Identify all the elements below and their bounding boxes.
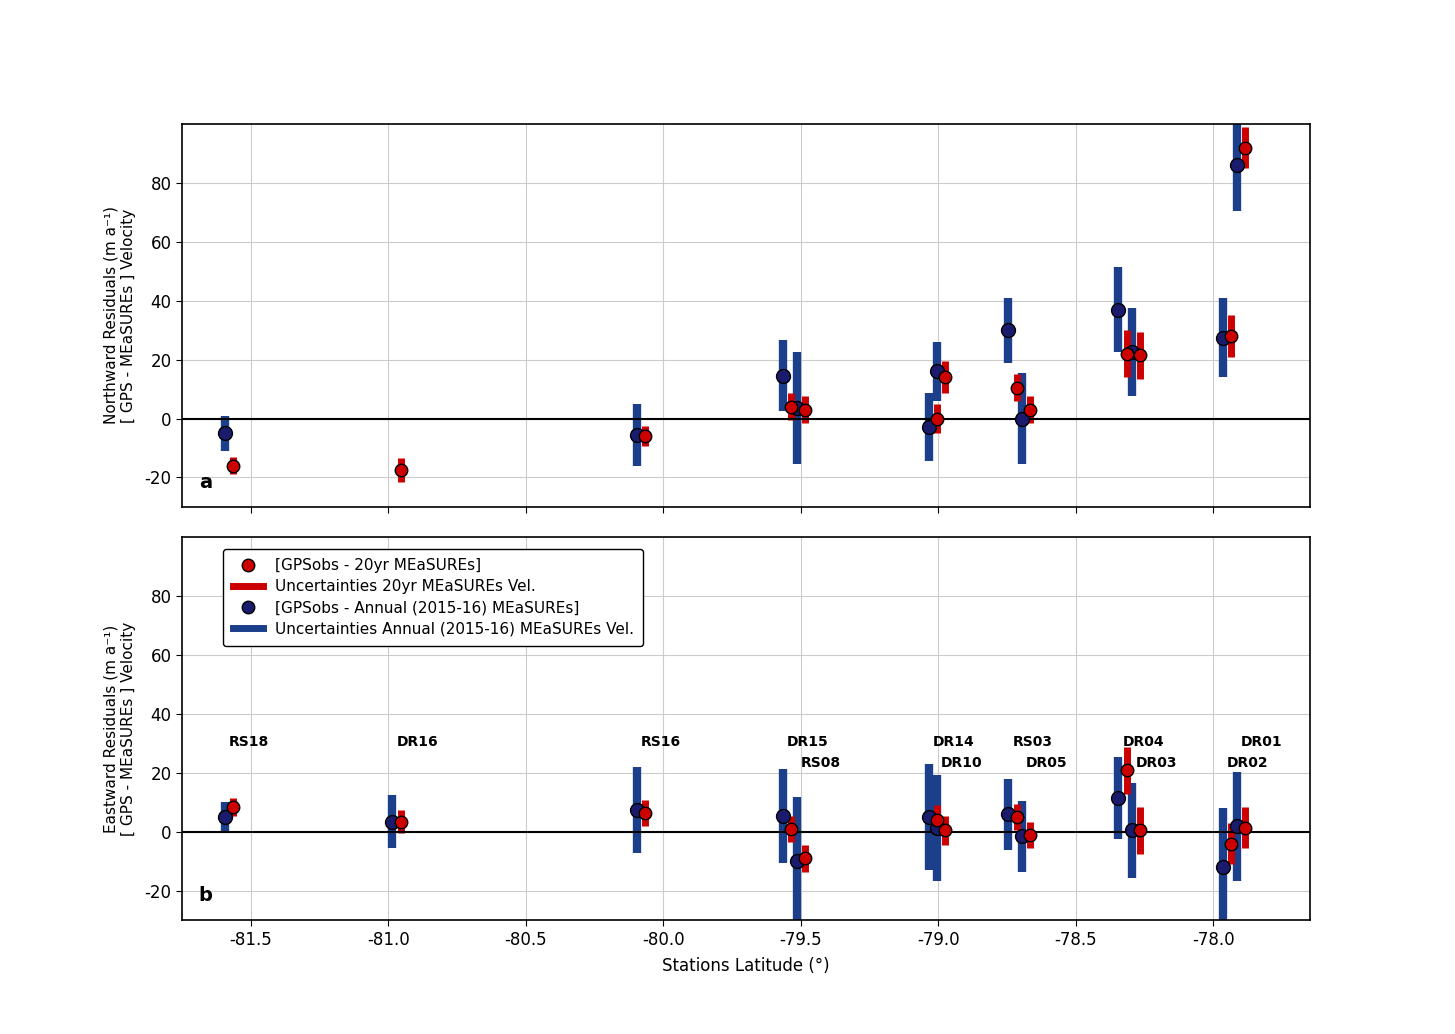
Text: b: b <box>199 886 212 905</box>
Text: DR16: DR16 <box>396 735 438 750</box>
Text: DR02: DR02 <box>1227 756 1269 770</box>
Text: DR05: DR05 <box>1026 756 1068 770</box>
Text: RS18: RS18 <box>228 735 269 750</box>
Text: a: a <box>199 473 212 491</box>
Text: DR01: DR01 <box>1241 735 1282 750</box>
Text: DR10: DR10 <box>941 756 982 770</box>
Text: DR15: DR15 <box>787 735 829 750</box>
Y-axis label: Eastward Residuals (m a⁻¹)
[ GPS - MEaSUREs ] Velocity: Eastward Residuals (m a⁻¹) [ GPS - MEaSU… <box>103 621 137 837</box>
Text: RS08: RS08 <box>800 756 841 770</box>
Text: DR14: DR14 <box>933 735 975 750</box>
X-axis label: Stations Latitude (°): Stations Latitude (°) <box>662 957 829 975</box>
Y-axis label: Northward Residuals (m a⁻¹)
[ GPS - MEaSUREs ] Velocity: Northward Residuals (m a⁻¹) [ GPS - MEaS… <box>103 207 137 425</box>
Legend: [GPSobs - 20yr MEaSUREs], Uncertainties 20yr MEaSUREs Vel., [GPSobs - Annual (20: [GPSobs - 20yr MEaSUREs], Uncertainties … <box>224 549 643 645</box>
Text: RS03: RS03 <box>1013 735 1052 750</box>
Text: DR04: DR04 <box>1122 735 1164 750</box>
Text: RS16: RS16 <box>642 735 681 750</box>
Text: DR03: DR03 <box>1136 756 1177 770</box>
